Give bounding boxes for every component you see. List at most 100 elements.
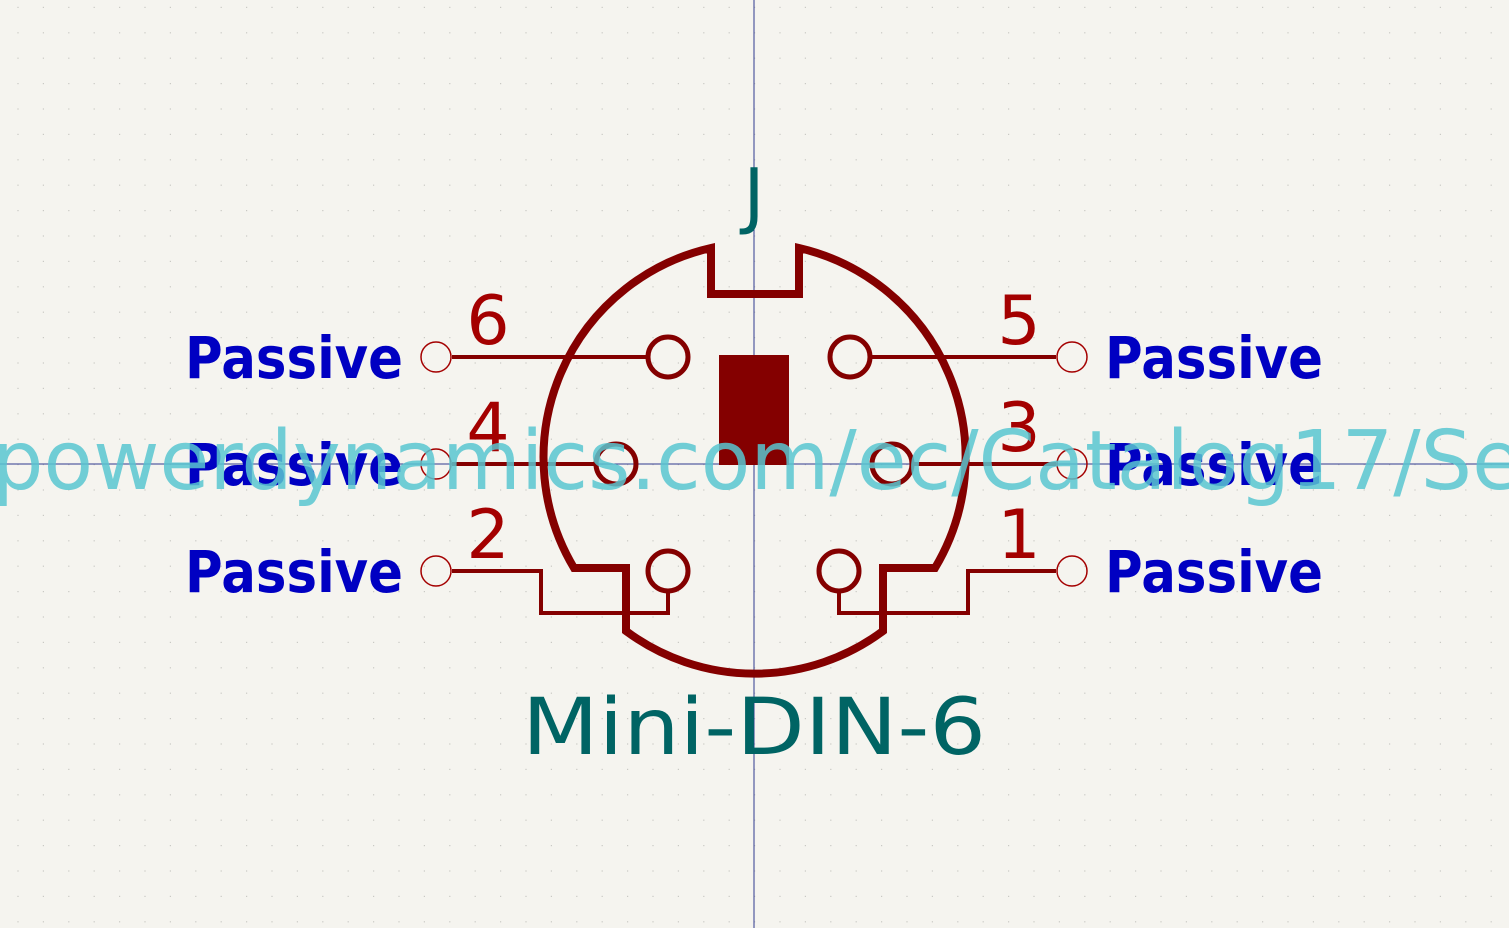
pin-4-endpoint[interactable] xyxy=(420,448,452,480)
grid-dot xyxy=(93,667,95,669)
grid-dot xyxy=(1287,260,1289,262)
grid-dot xyxy=(17,794,19,796)
grid-dot xyxy=(550,438,552,440)
grid-dot xyxy=(1058,667,1060,669)
value-label[interactable]: Mini-DIN-6 xyxy=(522,683,986,773)
grid-dot xyxy=(42,743,44,745)
grid-dot xyxy=(652,438,654,440)
grid-dot xyxy=(373,184,375,186)
grid-dot xyxy=(906,387,908,389)
pin-6-endpoint[interactable] xyxy=(420,341,452,373)
grid-dot xyxy=(677,133,679,135)
grid-dot xyxy=(601,489,603,491)
grid-dot xyxy=(347,108,349,110)
grid-dot xyxy=(1109,133,1111,135)
grid-dot xyxy=(373,260,375,262)
grid-dot xyxy=(1236,311,1238,313)
grid-dot xyxy=(1008,591,1010,593)
connector-body-outline[interactable] xyxy=(539,242,970,678)
grid-dot xyxy=(1490,83,1492,85)
grid-dot xyxy=(169,311,171,313)
grid-dot xyxy=(347,667,349,669)
grid-dot xyxy=(652,159,654,161)
grid-dot xyxy=(1008,159,1010,161)
grid-dot xyxy=(1465,514,1467,516)
grid-dot xyxy=(1465,6,1467,8)
grid-dot xyxy=(1109,870,1111,872)
pin-3-endpoint[interactable] xyxy=(1056,448,1088,480)
grid-dot xyxy=(1084,413,1086,415)
grid-dot xyxy=(1084,794,1086,796)
grid-dot xyxy=(1312,362,1314,364)
grid-dot xyxy=(1287,692,1289,694)
grid-dot xyxy=(1389,768,1391,770)
grid-dot xyxy=(1414,464,1416,466)
pin-2-endpoint[interactable] xyxy=(420,555,452,587)
grid-dot xyxy=(1262,870,1264,872)
grid-dot xyxy=(1262,413,1264,415)
grid-dot xyxy=(931,540,933,542)
grid-dot xyxy=(398,286,400,288)
grid-dot xyxy=(1033,591,1035,593)
grid-dot xyxy=(500,311,502,313)
grid-dot xyxy=(1465,692,1467,694)
grid-dot xyxy=(373,83,375,85)
grid-dot xyxy=(1135,768,1137,770)
grid-dot xyxy=(17,616,19,618)
grid-dot xyxy=(1363,362,1365,364)
grid-dot xyxy=(423,337,425,339)
grid-dot xyxy=(17,641,19,643)
grid-dot xyxy=(1465,591,1467,593)
grid-dot xyxy=(1338,235,1340,237)
grid-dot xyxy=(1185,6,1187,8)
grid-dot xyxy=(1109,718,1111,720)
grid-dot xyxy=(931,184,933,186)
grid-dot xyxy=(1363,540,1365,542)
grid-dot xyxy=(1465,641,1467,643)
grid-dot xyxy=(1287,32,1289,34)
grid-dot xyxy=(576,159,578,161)
grid-dot xyxy=(500,692,502,694)
grid-dot xyxy=(1058,616,1060,618)
grid-dot xyxy=(1389,184,1391,186)
grid-dot xyxy=(652,489,654,491)
grid-dot xyxy=(576,718,578,720)
reference-designator[interactable]: J xyxy=(739,153,764,237)
grid-dot xyxy=(347,337,349,339)
grid-dot xyxy=(474,794,476,796)
grid-dot xyxy=(500,286,502,288)
grid-dot xyxy=(119,489,121,491)
grid-dot xyxy=(1414,387,1416,389)
grid-dot xyxy=(246,895,248,897)
grid-dot xyxy=(1084,108,1086,110)
grid-dot xyxy=(144,464,146,466)
pin-1-endpoint[interactable] xyxy=(1056,555,1088,587)
grid-dot xyxy=(68,870,70,872)
grid-dot xyxy=(1084,718,1086,720)
grid-dot xyxy=(830,235,832,237)
grid-dot xyxy=(1008,83,1010,85)
pin-endpoints[interactable] xyxy=(420,341,1088,587)
grid-dot xyxy=(322,591,324,593)
grid-dot xyxy=(982,235,984,237)
grid-dot xyxy=(500,565,502,567)
grid-dot xyxy=(601,184,603,186)
grid-dot xyxy=(830,108,832,110)
grid-dot xyxy=(982,159,984,161)
grid-dot xyxy=(576,514,578,516)
grid-dot xyxy=(373,235,375,237)
grid-dot xyxy=(677,591,679,593)
grid-dot xyxy=(1439,362,1441,364)
grid-dot xyxy=(1439,286,1441,288)
grid-dot xyxy=(1312,565,1314,567)
grid-dot xyxy=(246,591,248,593)
grid-dot xyxy=(17,743,19,745)
grid-dot xyxy=(449,464,451,466)
pin-5-endpoint[interactable] xyxy=(1056,341,1088,373)
grid-dot xyxy=(881,870,883,872)
grid-dot xyxy=(1058,819,1060,821)
grid-dot xyxy=(677,6,679,8)
grid-dot xyxy=(525,83,527,85)
grid-dot xyxy=(246,83,248,85)
grid-dot xyxy=(830,32,832,34)
